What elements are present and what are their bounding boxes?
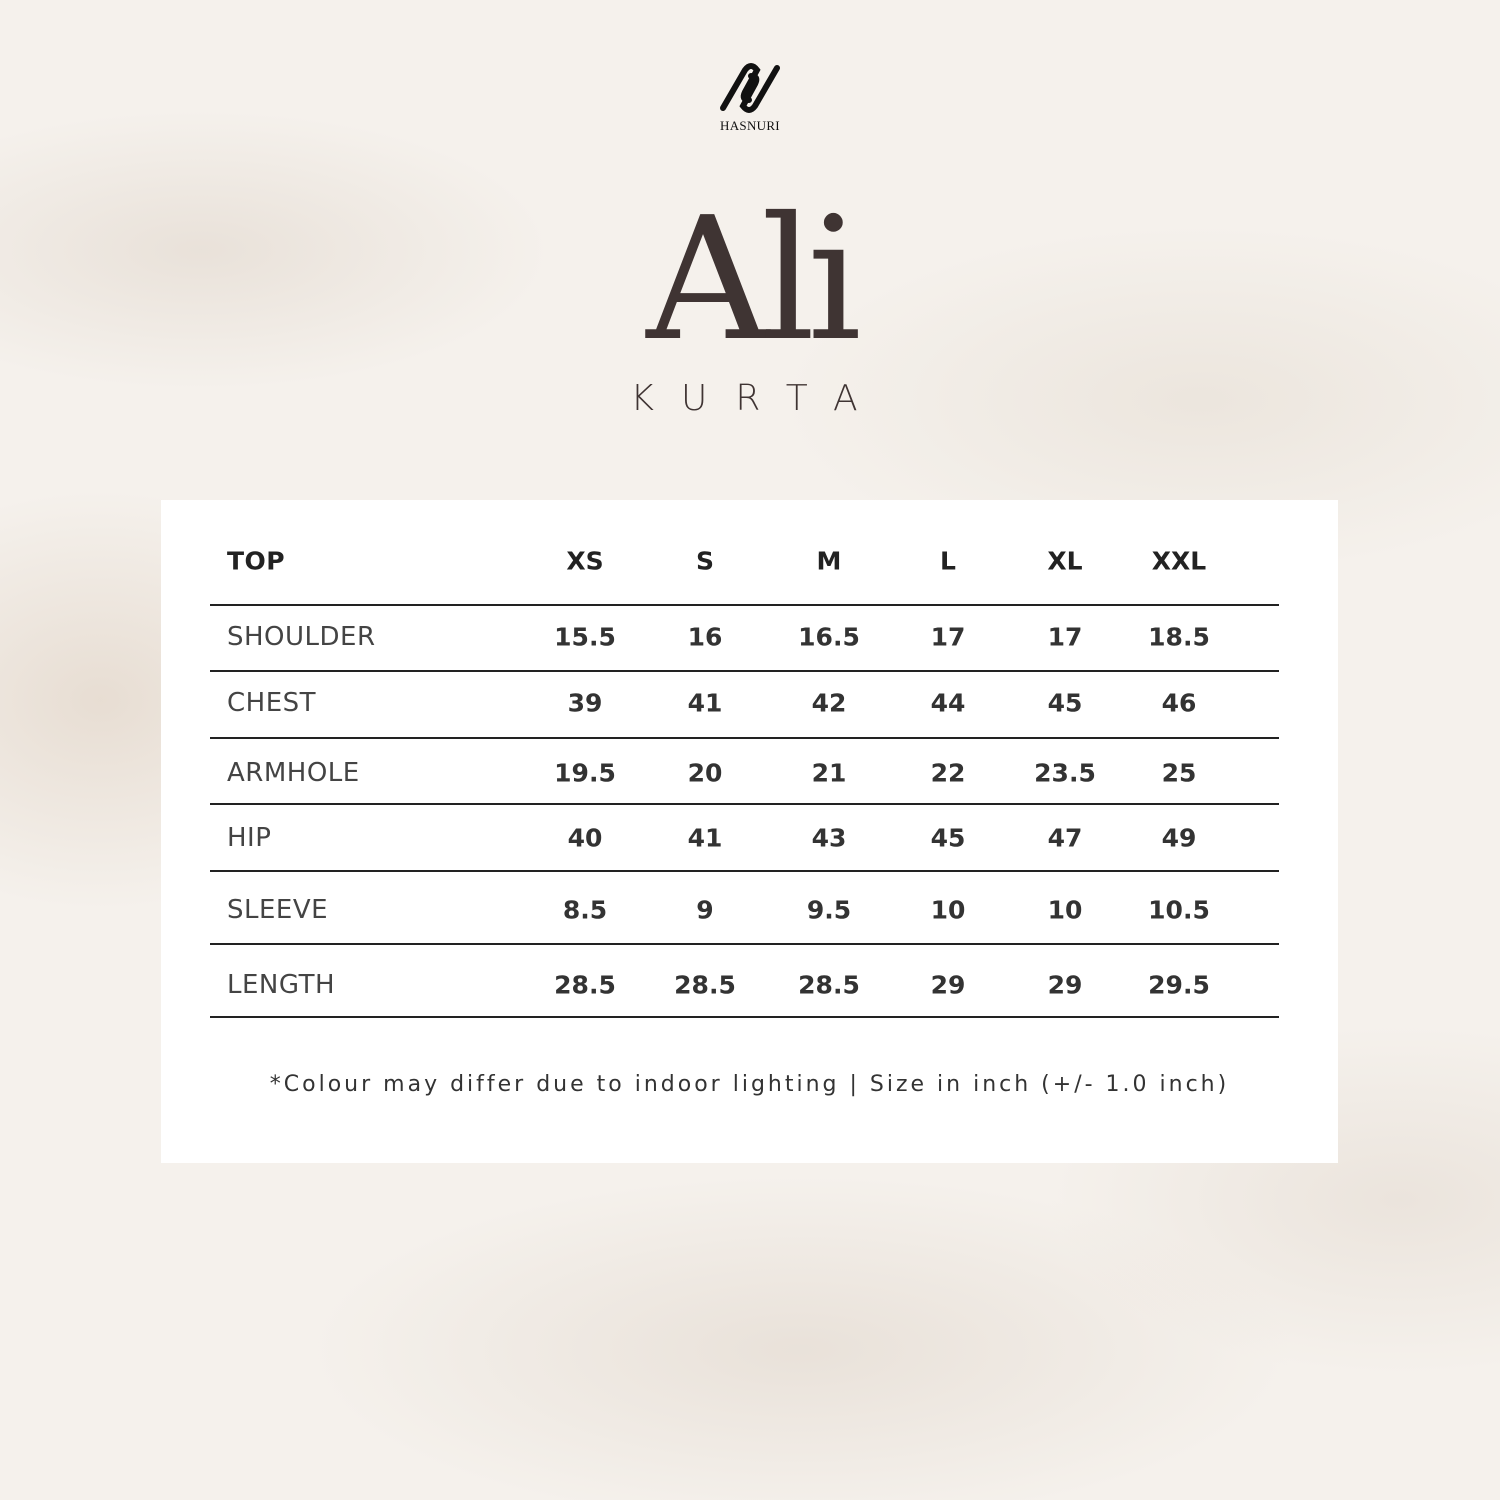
size-chart-card: TOP *Colour may differ due to indoor lig… [161, 500, 1338, 1163]
footnote: *Colour may differ due to indoor lightin… [269, 1072, 1230, 1097]
brand-name: HASNURI [720, 118, 780, 133]
size-header: XL [1047, 546, 1083, 576]
measurement-label: CHEST [227, 688, 317, 718]
measurement-value: 23.5 [1034, 758, 1096, 788]
measurement-value: 44 [930, 688, 966, 718]
product-title: Ali [646, 181, 862, 379]
row-divider [210, 670, 1279, 672]
measurement-value: 10.5 [1148, 895, 1210, 925]
row-divider [210, 604, 1279, 606]
measurement-value: 42 [811, 688, 847, 718]
size-header: XXL [1151, 546, 1207, 576]
hasnuri-logo-icon [720, 63, 780, 113]
row-divider [210, 803, 1279, 805]
measurement-value: 16.5 [798, 622, 860, 652]
row-divider [210, 1016, 1279, 1018]
measurement-value: 39 [567, 688, 603, 718]
measurement-label: LENGTH [227, 970, 336, 1000]
measurement-value: 40 [567, 823, 603, 853]
row-divider [210, 943, 1279, 945]
measurement-label: HIP [227, 823, 272, 853]
measurement-value: 19.5 [554, 758, 616, 788]
row-divider [210, 737, 1279, 739]
measurement-value: 10 [930, 895, 966, 925]
measurement-value: 20 [687, 758, 723, 788]
measurement-value: 10 [1047, 895, 1083, 925]
measurement-label: SHOULDER [227, 622, 376, 652]
product-subtitle: KURTA [630, 378, 886, 419]
size-header: S [695, 546, 715, 576]
measurement-value: 43 [811, 823, 847, 853]
measurement-value: 9 [696, 895, 714, 925]
size-header: L [940, 546, 956, 576]
measurement-value: 22 [930, 758, 966, 788]
measurement-value: 8.5 [562, 895, 608, 925]
table-corner-label: TOP [227, 546, 286, 576]
measurement-label: ARMHOLE [227, 758, 360, 788]
measurement-value: 16 [687, 622, 723, 652]
measurement-value: 29.5 [1148, 970, 1210, 1000]
measurement-value: 29 [1047, 970, 1083, 1000]
row-divider [210, 870, 1279, 872]
measurement-value: 28.5 [674, 970, 736, 1000]
measurement-value: 17 [930, 622, 966, 652]
measurement-value: 29 [930, 970, 966, 1000]
measurement-value: 41 [687, 688, 723, 718]
measurement-label: SLEEVE [227, 895, 329, 925]
measurement-value: 28.5 [798, 970, 860, 1000]
measurement-value: 46 [1161, 688, 1197, 718]
measurement-value: 25 [1161, 758, 1197, 788]
measurement-value: 15.5 [554, 622, 616, 652]
measurement-value: 21 [811, 758, 847, 788]
measurement-value: 9.5 [806, 895, 852, 925]
size-header: XS [566, 546, 604, 576]
measurement-value: 41 [687, 823, 723, 853]
brand-logo: HASNURI [712, 60, 788, 134]
measurement-value: 18.5 [1148, 622, 1210, 652]
measurement-value: 17 [1047, 622, 1083, 652]
measurement-value: 45 [930, 823, 966, 853]
measurement-value: 45 [1047, 688, 1083, 718]
measurement-value: 47 [1047, 823, 1083, 853]
size-header: M [816, 546, 842, 576]
measurement-value: 28.5 [554, 970, 616, 1000]
measurement-value: 49 [1161, 823, 1197, 853]
